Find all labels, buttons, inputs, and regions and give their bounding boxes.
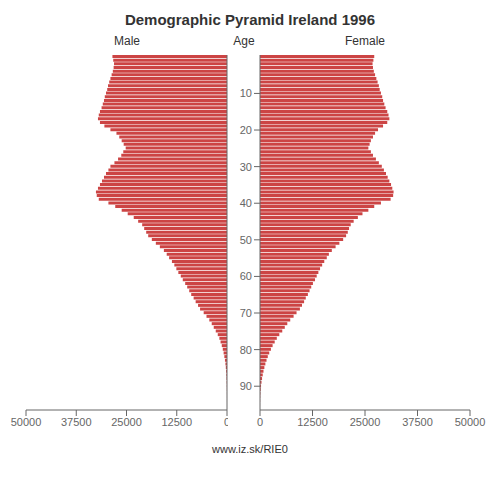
svg-text:40: 40 <box>240 197 252 209</box>
svg-text:60: 60 <box>240 270 252 282</box>
svg-text:20: 20 <box>240 124 252 136</box>
svg-text:50000: 50000 <box>455 416 486 428</box>
svg-text:30: 30 <box>240 161 252 173</box>
svg-text:80: 80 <box>240 344 252 356</box>
svg-text:37500: 37500 <box>402 416 433 428</box>
svg-text:25000: 25000 <box>350 416 381 428</box>
svg-text:37500: 37500 <box>61 416 92 428</box>
svg-text:12500: 12500 <box>161 416 192 428</box>
svg-text:0: 0 <box>257 416 263 428</box>
html-text:Male: Male <box>114 34 140 48</box>
svg-text:50000: 50000 <box>11 416 42 428</box>
html-text:www.iz.sk/RIE0: www.iz.sk/RIE0 <box>212 443 288 455</box>
html-text:Age: Age <box>233 34 255 48</box>
html-text:Female: Female <box>345 34 385 48</box>
svg-text:10: 10 <box>240 87 252 99</box>
svg-text:12500: 12500 <box>297 416 328 428</box>
svg-text:50: 50 <box>240 234 252 246</box>
html-text:Demographic Pyramid Ireland 19: Demographic Pyramid Ireland 1996 <box>124 11 375 28</box>
svg-text:70: 70 <box>240 307 252 319</box>
svg-text:90: 90 <box>240 380 252 392</box>
svg-text:0: 0 <box>224 416 228 428</box>
svg-text:25000: 25000 <box>111 416 142 428</box>
